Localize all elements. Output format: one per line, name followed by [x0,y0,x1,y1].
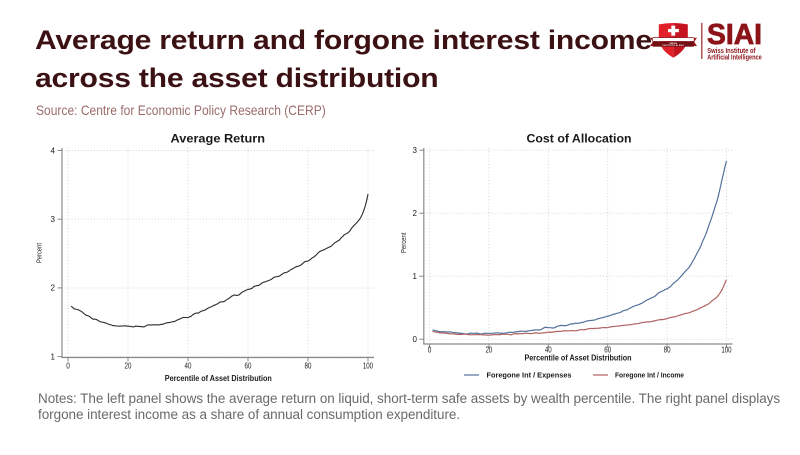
svg-text:Swiss Institute of: Swiss Institute of [707,48,756,55]
svg-text:Percentile of Asset Distributi: Percentile of Asset Distribution [525,353,632,362]
svg-text:0: 0 [428,345,432,354]
svg-text:1: 1 [51,352,56,361]
svg-text:60: 60 [245,362,252,371]
svg-text:2: 2 [413,209,418,218]
svg-text:3: 3 [413,146,418,155]
svg-text:0: 0 [66,362,70,371]
svg-text:40: 40 [185,362,192,371]
svg-text:INSTITUTE AI EDU: INSTITUTE AI EDU [663,44,685,47]
svg-text:Percent: Percent [37,243,44,263]
svg-text:100: 100 [721,345,732,354]
svg-text:4: 4 [51,146,56,155]
svg-text:Foregone Int / Expenses: Foregone Int / Expenses [487,371,572,380]
svg-text:0: 0 [413,335,418,344]
svg-text:1: 1 [413,272,418,281]
svg-text:20: 20 [125,362,132,371]
svg-text:80: 80 [305,362,312,371]
svg-text:Percentile of Asset Distributi: Percentile of Asset Distribution [165,374,272,383]
svg-text:Foregone Int / Income: Foregone Int / Income [615,371,684,380]
svg-text:Cost of Allocation: Cost of Allocation [527,131,632,145]
svg-text:Average Return: Average Return [171,131,266,145]
svg-text:SIAI: SIAI [707,19,762,51]
svg-text:80: 80 [664,345,671,354]
svg-text:40: 40 [545,345,552,354]
svg-text:Artificial Intelligence: Artificial Intelligence [707,54,762,61]
svg-text:2: 2 [51,284,56,293]
svg-text:100: 100 [363,362,374,371]
svg-text:Percent: Percent [401,233,408,254]
svg-text:SWISS: SWISS [669,43,677,45]
svg-text:20: 20 [485,345,492,354]
svg-text:60: 60 [604,345,611,354]
svg-text:3: 3 [51,215,56,224]
